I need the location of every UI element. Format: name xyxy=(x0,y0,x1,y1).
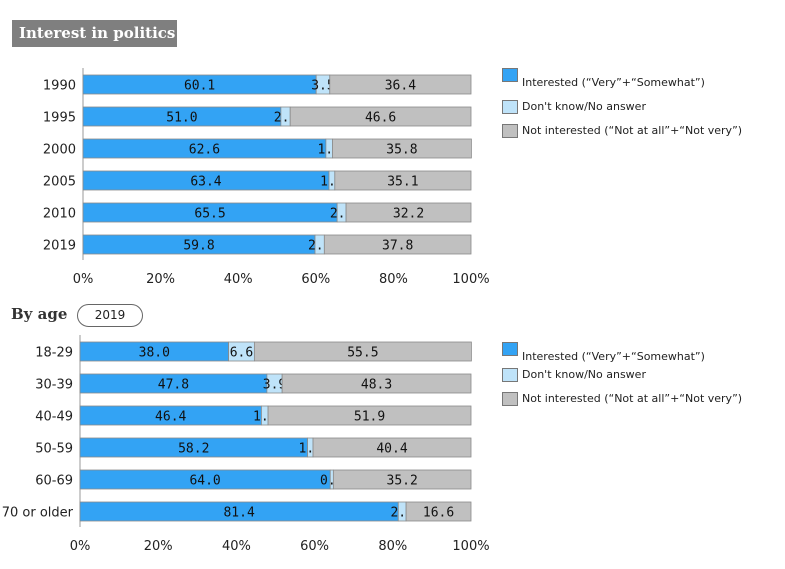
period-category-label: 2019 xyxy=(43,239,76,254)
age-data-label: 6.6 xyxy=(230,346,253,361)
age-bar-segment xyxy=(253,341,472,362)
period-bar-segment xyxy=(332,138,472,159)
period-data-label: 35.1 xyxy=(387,175,418,190)
period-x-tick-label: 40% xyxy=(224,272,253,287)
age-data-label: 35.2 xyxy=(387,474,418,489)
age-data-label: 58.2 xyxy=(178,442,209,457)
legend-label: Don't know/No answer xyxy=(522,100,646,113)
period-category-label: 2005 xyxy=(43,175,76,190)
age-data-label: 64.0 xyxy=(189,474,220,489)
legend-swatch xyxy=(502,124,518,138)
age-bar-segment xyxy=(332,469,472,490)
age-bar-segment xyxy=(267,405,472,426)
legend-label: Interested (“Very”+“Somewhat”) xyxy=(522,350,705,363)
age-data-label: 3.9 xyxy=(263,378,286,393)
legend-label: Don't know/No answer xyxy=(522,368,646,381)
period-data-label: 37.8 xyxy=(382,239,413,254)
period-bar-segment xyxy=(334,170,472,191)
legend-label: Interested (“Very”+“Somewhat”) xyxy=(522,76,705,89)
legend-label: Not interested (“Not at all”+“Not very”) xyxy=(522,124,743,137)
legend-swatch xyxy=(502,392,518,406)
period-bar-segment xyxy=(345,202,472,223)
period-data-label: 51.0 xyxy=(166,111,197,126)
period-bar-segment xyxy=(323,234,472,255)
age-x-tick-label: 100% xyxy=(452,539,489,554)
legend-label: Not interested (“Not at all”+“Not very”) xyxy=(522,392,743,405)
period-data-label: 65.5 xyxy=(194,207,225,222)
age-category-label: 30-39 xyxy=(35,378,73,393)
age-category-label: 50-59 xyxy=(35,442,73,457)
age-data-label: 51.9 xyxy=(354,410,385,425)
age-data-label: 47.8 xyxy=(158,378,189,393)
age-category-label: 18-29 xyxy=(35,346,73,361)
period-data-label: 60.1 xyxy=(184,79,215,94)
period-category-label: 1990 xyxy=(43,79,76,94)
period-data-label: 36.4 xyxy=(385,79,416,94)
age-category-label: 70 or older xyxy=(2,506,74,521)
by-age-label: By age xyxy=(11,305,68,323)
period-bar-segment xyxy=(289,106,472,127)
chart-title: Interest in politics xyxy=(12,20,177,47)
legend-swatch xyxy=(502,368,518,382)
age-x-tick-label: 40% xyxy=(222,539,251,554)
age-data-label: 40.4 xyxy=(376,442,407,457)
period-x-tick-label: 100% xyxy=(452,272,489,287)
period-data-label: 46.6 xyxy=(365,111,396,126)
age-x-tick-label: 60% xyxy=(300,539,329,554)
period-data-label: 59.8 xyxy=(183,239,214,254)
period-x-tick-label: 60% xyxy=(301,272,330,287)
age-data-label: 38.0 xyxy=(139,346,170,361)
period-category-label: 2000 xyxy=(43,143,76,158)
legend-swatch xyxy=(502,68,518,82)
period-bar-segment xyxy=(329,74,472,95)
period-data-label: 32.2 xyxy=(393,207,424,222)
age-data-label: 55.5 xyxy=(347,346,378,361)
period-data-label: 62.6 xyxy=(189,143,220,158)
period-data-label: 35.8 xyxy=(386,143,417,158)
age-data-label: 48.3 xyxy=(361,378,392,393)
age-category-label: 60-69 xyxy=(35,474,73,489)
age-data-label: 16.6 xyxy=(423,506,454,521)
period-x-tick-label: 20% xyxy=(146,272,175,287)
age-x-tick-label: 0% xyxy=(70,539,91,554)
age-data-label: 46.4 xyxy=(155,410,186,425)
period-data-label: 3.5 xyxy=(311,79,334,94)
period-data-label: 63.4 xyxy=(190,175,221,190)
period-x-tick-label: 80% xyxy=(379,272,408,287)
age-x-tick-label: 20% xyxy=(144,539,173,554)
age-bar-segment xyxy=(281,373,472,394)
legend-swatch xyxy=(502,342,518,356)
year-select-button[interactable]: 2019 xyxy=(77,304,143,327)
age-x-tick-label: 80% xyxy=(378,539,407,554)
period-category-label: 1995 xyxy=(43,111,76,126)
age-bar-segment xyxy=(312,437,472,458)
age-category-label: 40-49 xyxy=(35,410,73,425)
age-bar-segment xyxy=(405,501,472,522)
age-data-label: 81.4 xyxy=(223,506,254,521)
period-category-label: 2010 xyxy=(43,207,76,222)
legend-swatch xyxy=(502,100,518,114)
period-x-tick-label: 0% xyxy=(73,272,94,287)
